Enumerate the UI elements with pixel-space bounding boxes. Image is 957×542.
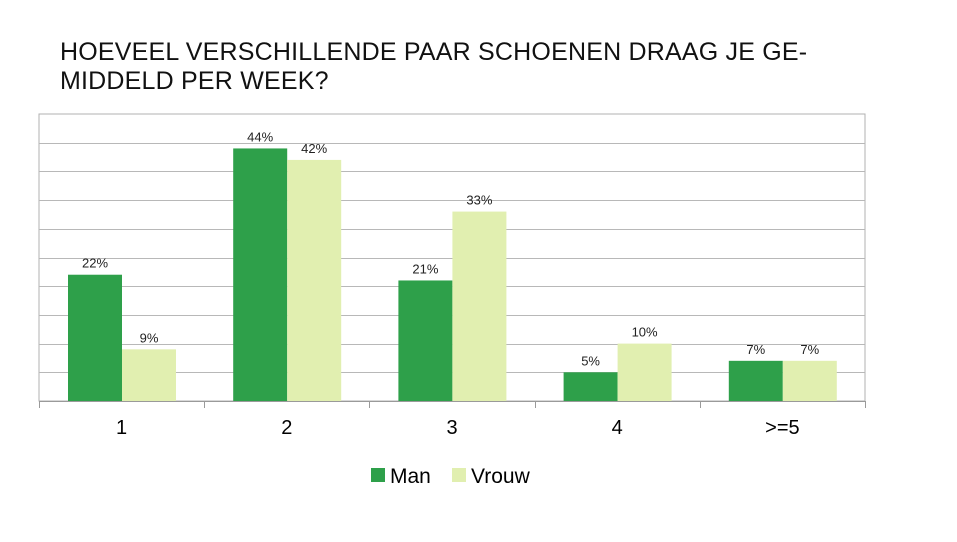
data-label: 10% [632,325,658,340]
chart-title-line-2: MIDDELD PER WEEK? [60,67,329,95]
bar-vrouw [287,159,342,401]
bar-vrouw [452,211,507,401]
x-tick-label: 4 [612,417,623,439]
data-label: 44% [247,129,273,144]
data-label: 22% [82,256,108,271]
bar-man [233,148,288,401]
data-label: 7% [746,342,765,357]
bar-man [563,372,618,401]
bar-vrouw [122,349,176,401]
x-tick-label: 3 [446,417,457,439]
legend-swatch-vrouw [452,468,466,482]
legend-swatch-man [371,468,385,482]
bar-man [728,360,783,401]
bar-man [68,274,122,401]
data-label: 33% [466,193,492,208]
bar-vrouw [617,343,672,401]
x-tick-label: >=5 [765,417,799,439]
x-tick-label: 1 [116,417,127,439]
data-label: 42% [301,141,327,156]
bar-man [398,280,453,401]
bar-vrouw [782,360,837,401]
data-label: 9% [140,330,159,345]
chart-title: HOEVEEL VERSCHILLENDE PAAR SCHOENEN DRAA… [60,38,880,96]
legend-label-man: Man [390,465,431,488]
chart-title-line-1: HOEVEEL VERSCHILLENDE PAAR SCHOENEN DRAA… [60,38,808,66]
data-label: 21% [412,261,438,276]
data-label: 7% [800,342,819,357]
x-tick-label: 2 [281,417,292,439]
data-label: 5% [581,353,600,368]
legend-label-vrouw: Vrouw [471,465,531,488]
